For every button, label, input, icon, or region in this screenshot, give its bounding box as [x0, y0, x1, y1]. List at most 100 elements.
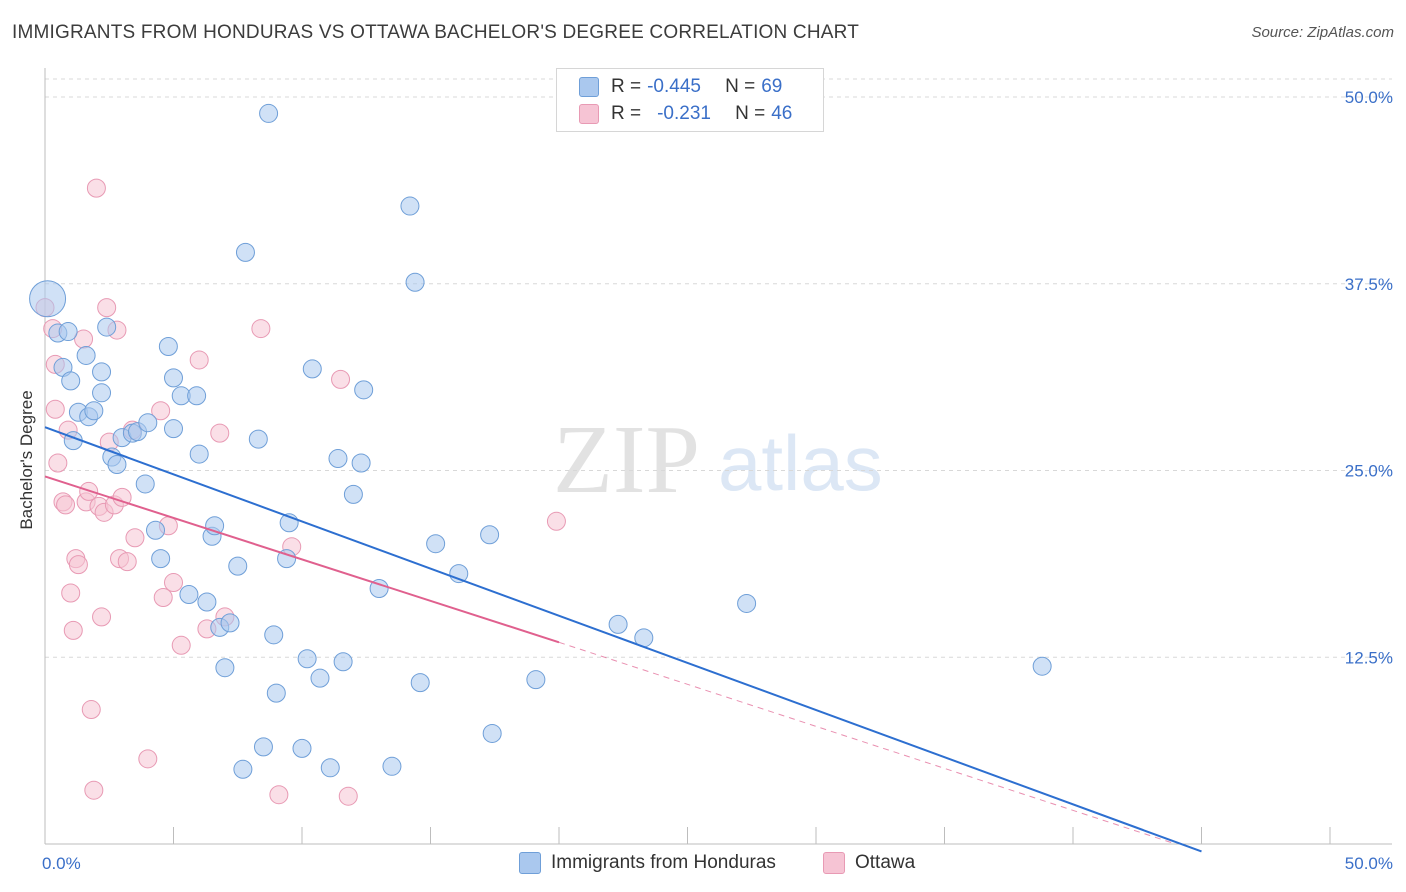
data-point: [410, 673, 430, 693]
honduras-points: [29, 103, 1052, 779]
data-point: [81, 700, 101, 720]
legend-r-label: R =: [611, 103, 642, 124]
data-point: [369, 579, 389, 599]
data-point: [266, 683, 286, 703]
legend-row-honduras: R = -0.445 N = 69: [579, 74, 782, 100]
data-point: [86, 178, 106, 198]
y-tick-label: 37.5%: [1345, 275, 1393, 294]
data-point: [310, 668, 330, 688]
y-tick-label: 12.5%: [1345, 648, 1393, 667]
y-tick-label: 50.0%: [1345, 88, 1393, 107]
data-point: [189, 444, 209, 464]
data-point: [480, 525, 500, 545]
watermark-atlas: atlas: [718, 419, 883, 507]
legend-r-value: -0.231: [657, 103, 711, 124]
watermark-zip: ZIP: [553, 406, 700, 514]
data-point: [68, 555, 88, 575]
trend-lines: [44, 426, 1202, 853]
chart-title: IMMIGRANTS FROM HONDURAS VS OTTAWA BACHE…: [12, 22, 860, 43]
data-point: [135, 474, 155, 494]
data-point: [138, 749, 158, 769]
data-point: [333, 652, 353, 672]
data-point: [338, 786, 358, 806]
trend-line-ottawa-extension: [558, 641, 1176, 845]
data-point: [97, 298, 117, 318]
data-point: [351, 453, 371, 473]
watermark: ZIP atlas: [553, 406, 883, 514]
x-tick-label: 0.0%: [42, 854, 81, 873]
axes: [44, 68, 1392, 845]
data-point: [84, 780, 104, 800]
data-point: [405, 272, 425, 292]
data-point: [29, 280, 67, 318]
data-point: [426, 534, 446, 554]
legend-r-value: -0.445: [647, 76, 701, 97]
data-point: [58, 322, 78, 342]
data-point: [210, 423, 230, 443]
legend-swatch-honduras: [519, 852, 541, 874]
axis-labels: 12.5% 25.0% 37.5% 50.0% 0.0% 50.0%: [42, 88, 1393, 873]
data-point: [253, 737, 273, 757]
data-point: [228, 556, 248, 576]
data-point: [382, 756, 402, 776]
data-point: [76, 345, 96, 365]
data-point: [84, 401, 104, 421]
data-point: [189, 350, 209, 370]
data-point: [48, 453, 68, 473]
legend-swatch-honduras: [579, 77, 599, 97]
data-point: [63, 620, 83, 640]
legend-label-honduras: Immigrants from Honduras: [551, 852, 776, 873]
data-point: [248, 429, 268, 449]
data-point: [215, 658, 235, 678]
data-point: [56, 495, 76, 515]
legend-swatch-ottawa: [823, 852, 845, 874]
x-tick-label: 50.0%: [1345, 854, 1393, 873]
stats-legend: R = -0.445 N = 69 R = -0.231 N = 46: [556, 68, 824, 132]
data-point: [737, 593, 757, 613]
data-point: [117, 552, 137, 572]
data-point: [151, 549, 171, 569]
data-point: [107, 455, 127, 475]
data-point: [153, 587, 173, 607]
legend-label-ottawa: Ottawa: [855, 852, 916, 873]
data-point: [328, 449, 348, 469]
data-point: [164, 573, 183, 593]
data-point: [343, 484, 363, 504]
legend-r-label: R =: [611, 76, 642, 97]
axis-ticks: [44, 827, 1331, 844]
data-point: [187, 386, 207, 406]
data-point: [233, 759, 253, 779]
data-point: [320, 758, 340, 778]
data-point: [179, 585, 199, 605]
legend-item-ottawa[interactable]: Ottawa: [823, 852, 915, 874]
data-point: [331, 369, 351, 389]
data-point: [138, 413, 158, 433]
data-point: [277, 549, 297, 569]
data-point: [92, 362, 112, 382]
data-point: [61, 583, 81, 603]
data-point: [251, 319, 271, 339]
data-point: [546, 511, 566, 531]
data-point: [164, 419, 183, 439]
y-tick-label: 25.0%: [1345, 462, 1393, 481]
data-point: [92, 607, 112, 627]
source-label: Source: ZipAtlas.com: [1251, 24, 1394, 41]
data-point: [482, 723, 502, 743]
data-point: [61, 371, 81, 391]
legend-item-honduras[interactable]: Immigrants from Honduras: [519, 852, 776, 874]
data-point: [171, 635, 191, 655]
data-point: [146, 520, 166, 540]
data-point: [197, 592, 217, 612]
legend-n-label: N =: [725, 76, 756, 97]
ottawa-points: [35, 178, 566, 806]
data-point: [164, 368, 183, 388]
legend-n-value: 46: [771, 103, 793, 124]
legend-n-label: N =: [735, 103, 766, 124]
legend-swatch-ottawa: [579, 104, 599, 124]
data-point: [526, 670, 546, 690]
data-point: [1032, 656, 1052, 676]
series-legend: Immigrants from Honduras Ottawa: [0, 852, 1406, 878]
data-point: [158, 336, 178, 356]
data-point: [235, 242, 255, 262]
